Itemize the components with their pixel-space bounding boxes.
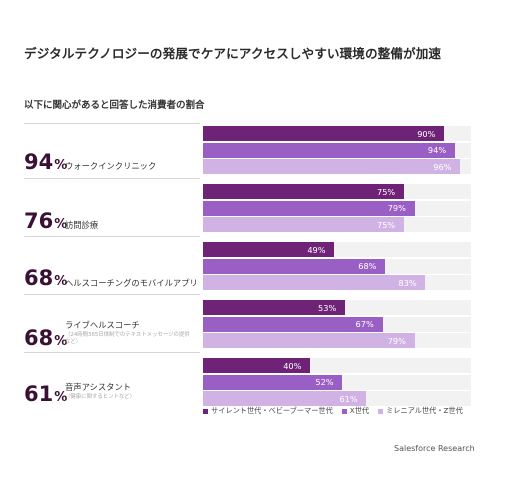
category-label: 音声アシスタント xyxy=(65,382,132,392)
divider xyxy=(24,123,200,124)
legend-label: サイレント世代・ベビーブーマー世代 xyxy=(211,406,333,415)
legend-swatch xyxy=(203,408,208,414)
bar xyxy=(203,358,311,373)
bar-value-label: 40% xyxy=(283,360,302,371)
bar xyxy=(203,374,343,390)
legend: サイレント世代・ベビーブーマー世代 X世代 ミレニアル世代・Z世代 xyxy=(203,406,463,416)
source-credit: Salesforce Research xyxy=(394,444,475,453)
legend-item: サイレント世代・ベビーブーマー世代 xyxy=(203,406,333,416)
bar-value-label: 96% xyxy=(433,161,452,172)
category-total: 61% xyxy=(24,382,68,406)
chart-title: 以下に関心があると回答した消費者の割合 xyxy=(24,100,205,111)
bar xyxy=(203,184,404,199)
category-total: 76% xyxy=(24,209,68,233)
bar xyxy=(203,217,404,232)
bar-value-label: 49% xyxy=(307,244,326,255)
bar-value-label: 61% xyxy=(339,393,358,404)
divider xyxy=(24,352,200,353)
category-label: ライブヘルスコーチ xyxy=(65,320,140,330)
category-label: ウォークインクリニック xyxy=(65,161,157,171)
category-label: ヘルスコーチングのモバイルアプリ xyxy=(65,278,198,288)
category-sublabel: （24時間365日体制でのテキストメッセージの提供など） xyxy=(65,332,190,346)
bar-value-label: 67% xyxy=(355,319,374,329)
category-sublabel: （健康に関するヒントなど） xyxy=(65,394,136,400)
bar-value-label: 79% xyxy=(387,335,406,346)
bar-value-label: 90% xyxy=(417,128,436,139)
bar-value-label: 83% xyxy=(398,277,417,288)
legend-swatch xyxy=(378,408,384,414)
legend-swatch xyxy=(341,408,347,414)
bar-value-label: 68% xyxy=(358,261,377,271)
bar xyxy=(203,200,415,216)
bar xyxy=(203,333,415,348)
bar xyxy=(203,126,445,141)
bar xyxy=(203,142,455,158)
divider xyxy=(24,294,200,295)
bar xyxy=(203,316,383,332)
bar-value-label: 53% xyxy=(318,302,337,313)
category-total: 68% xyxy=(24,326,68,350)
divider xyxy=(24,178,200,179)
legend-item: ミレニアル世代・Z世代 xyxy=(378,406,463,416)
bar-value-label: 75% xyxy=(377,186,396,197)
bar-value-label: 94% xyxy=(427,145,447,155)
category-total: 94% xyxy=(24,150,68,174)
bar xyxy=(203,258,386,274)
bar xyxy=(203,242,335,257)
bar xyxy=(203,300,346,315)
bar-value-label: 75% xyxy=(377,219,396,230)
bar xyxy=(203,275,426,290)
legend-label: ミレニアル世代・Z世代 xyxy=(386,406,463,415)
bar xyxy=(203,159,461,174)
legend-item: X世代 xyxy=(341,406,370,416)
bar-value-label: 79% xyxy=(387,203,406,213)
bar-value-label: 52% xyxy=(315,377,334,387)
category-total: 68% xyxy=(24,266,68,290)
chart-headline: デジタルテクノロジーの発展でケアにアクセスしやすい環境の整備が加速 xyxy=(24,46,442,61)
bar xyxy=(203,391,367,406)
legend-label: X世代 xyxy=(349,406,370,415)
category-label: 訪問診療 xyxy=(65,220,99,230)
divider xyxy=(24,236,200,237)
